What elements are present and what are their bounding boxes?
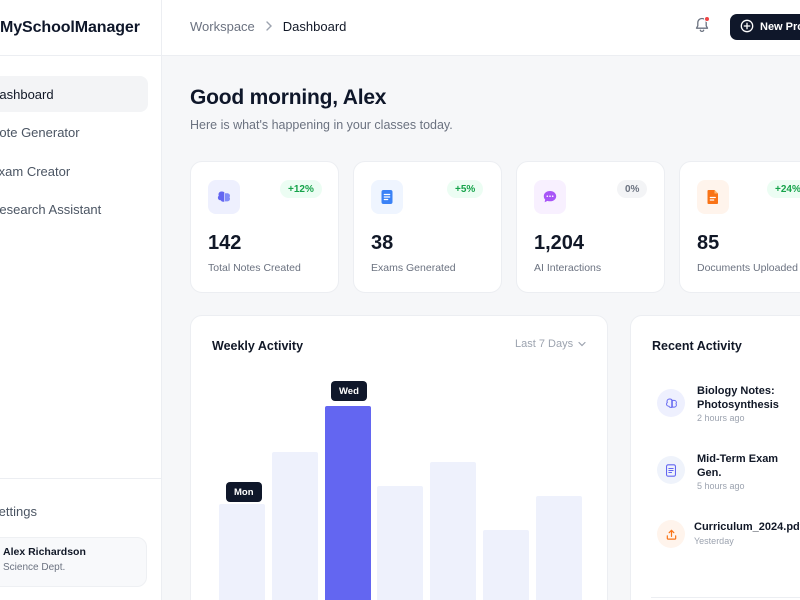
activity-time: Yesterday <box>694 536 734 546</box>
stat-change-badge: +5% <box>447 180 484 198</box>
chart-bar-wed[interactable] <box>325 406 371 600</box>
stat-card-notes[interactable]: +12% 142 Total Notes Created <box>190 161 339 293</box>
user-name: Alex Richardson <box>3 546 86 558</box>
stat-value: 142 <box>208 232 242 254</box>
topbar: Workspace Dashboard New Project <box>162 0 800 56</box>
settings-link[interactable]: Settings <box>0 503 37 519</box>
chart-bar-fri[interactable] <box>430 462 476 600</box>
chart-bar-sun[interactable] <box>536 496 582 600</box>
app-brand[interactable]: MySchoolManager <box>0 0 162 56</box>
brain-icon <box>657 389 685 417</box>
new-project-button[interactable]: New Project <box>730 14 800 40</box>
activity-title: Biology Notes: Photosynthesis <box>697 385 779 411</box>
stat-value: 38 <box>371 232 394 254</box>
activity-item[interactable]: Biology Notes: Photosynthesis 2 hours ag… <box>631 384 800 432</box>
sidebar: MySchoolManager Dashboard Note Generator… <box>0 0 162 600</box>
activity-item[interactable]: Curriculum_2024.pdf Yesterday <box>631 520 800 568</box>
activity-time: 2 hours ago <box>697 413 745 423</box>
sidebar-item-note-generator[interactable]: Note Generator <box>0 115 148 151</box>
chat-icon <box>534 180 566 214</box>
breadcrumb: Workspace Dashboard <box>190 19 346 34</box>
stat-change-badge: +24% <box>767 180 800 198</box>
weekly-activity-panel: Weekly Activity Last 7 Days Mon Wed <box>190 315 608 600</box>
date-range-label: Last 7 Days <box>515 338 574 350</box>
stat-label: Exams Generated <box>371 262 456 274</box>
weekly-activity-title: Weekly Activity <box>212 339 304 353</box>
stat-label: Documents Uploaded <box>697 262 798 274</box>
new-project-label: New Project <box>760 21 800 33</box>
chart-bar-thu[interactable] <box>377 486 423 600</box>
upload-icon <box>657 520 685 548</box>
chart-bar-sat[interactable] <box>483 530 529 600</box>
chevron-right-icon <box>265 20 273 34</box>
date-range-select[interactable]: Last 7 Days <box>515 338 586 350</box>
chart-bar-mon[interactable] <box>219 504 265 600</box>
recent-activity-panel: Recent Activity Biology Notes: Photosynt… <box>630 315 800 600</box>
stat-card-ai-interactions[interactable]: 0% 1,204 AI Interactions <box>516 161 665 293</box>
document-icon <box>657 456 685 484</box>
activity-title: Mid-Term Exam Gen. <box>697 453 779 479</box>
stat-change-badge: 0% <box>617 180 648 198</box>
activity-item[interactable]: Mid-Term Exam Gen. 5 hours ago <box>631 452 800 500</box>
breadcrumb-root[interactable]: Workspace <box>190 19 255 34</box>
sidebar-item-label: Note Generator <box>0 125 80 140</box>
chart-tooltip-mon: Mon <box>226 482 262 502</box>
chart-bar-tue[interactable] <box>272 452 318 600</box>
file-icon <box>697 180 729 214</box>
brain-icon <box>208 180 240 214</box>
sidebar-item-label: Exam Creator <box>0 163 71 179</box>
activity-time: 5 hours ago <box>697 481 745 491</box>
recent-activity-title: Recent Activity <box>652 339 742 353</box>
chevron-down-icon <box>578 338 586 350</box>
activity-title: Curriculum_2024.pdf <box>694 521 800 533</box>
stat-label: AI Interactions <box>534 262 602 274</box>
stat-value: 85 <box>697 232 720 254</box>
stat-label: Total Notes Created <box>208 262 301 274</box>
sidebar-item-label: Research Assistant <box>0 202 102 217</box>
user-dept: Science Dept. <box>3 562 66 573</box>
sidebar-item-dashboard[interactable]: Dashboard <box>0 76 148 112</box>
stat-card-exams[interactable]: +5% 38 Exams Generated <box>353 161 502 293</box>
notification-dot <box>704 16 710 22</box>
sidebar-item-label: Dashboard <box>0 86 54 102</box>
page-title: Good morning, Alex <box>190 86 387 109</box>
stat-value: 1,204 <box>534 232 585 254</box>
page-subtitle: Here is what's happening in your classes… <box>190 118 453 132</box>
panel-divider <box>651 597 800 598</box>
sidebar-nav: Dashboard Note Generator Exam Creator Re… <box>0 76 148 230</box>
sidebar-item-exam-creator[interactable]: Exam Creator <box>0 153 148 189</box>
sidebar-footer: Settings Alex Richardson Science Dept. <box>0 478 162 600</box>
document-icon <box>371 180 403 214</box>
plus-circle-icon <box>740 19 754 36</box>
breadcrumb-current: Dashboard <box>282 19 347 34</box>
stat-change-badge: +12% <box>280 180 322 198</box>
user-card[interactable]: Alex Richardson Science Dept. <box>0 537 147 587</box>
sidebar-item-research-assistant[interactable]: Research Assistant <box>0 192 148 228</box>
stat-card-documents[interactable]: +24% 85 Documents Uploaded <box>679 161 800 293</box>
chart-tooltip-wed: Wed <box>331 381 367 401</box>
